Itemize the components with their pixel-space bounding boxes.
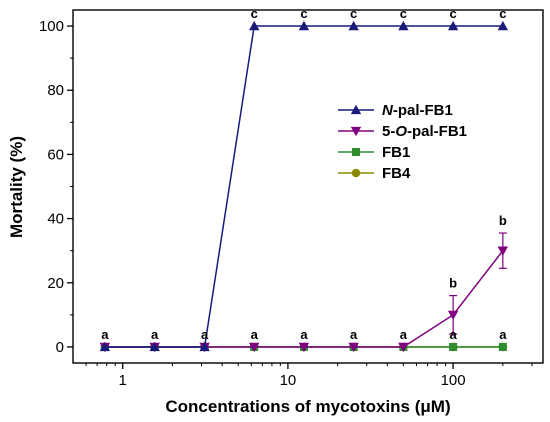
- legend-label: FB4: [382, 165, 411, 182]
- x-tick-label: 100: [441, 372, 466, 389]
- significance-letter: a: [300, 327, 308, 342]
- y-tick-label: 60: [47, 146, 64, 163]
- significance-letter: a: [251, 327, 259, 342]
- point-5-o-pal-fb1: [447, 310, 459, 321]
- significance-letter: b: [449, 276, 457, 291]
- legend-label: FB1: [382, 144, 410, 161]
- y-axis-title: Mortality (%): [7, 136, 26, 238]
- point-5-o-pal-fb1: [398, 342, 409, 353]
- y-tick-label: 40: [47, 211, 64, 228]
- chart-marks: [99, 20, 509, 353]
- point-fb1: [449, 342, 458, 351]
- point-n-pal-fb1: [298, 20, 310, 31]
- significance-letter: a: [400, 327, 408, 342]
- point-n-pal-fb1: [348, 20, 359, 31]
- significance-letter: a: [151, 327, 159, 342]
- x-axis-title: Concentrations of mycotoxins (μM): [165, 397, 450, 416]
- significance-letters: a a a c c c c c c b b a a a a a a: [101, 6, 507, 342]
- y-tick-label: 80: [47, 82, 64, 99]
- significance-letter: c: [450, 6, 457, 21]
- point-5-o-pal-fb1: [249, 342, 260, 353]
- significance-letter: c: [300, 6, 307, 21]
- point-n-pal-fb1: [398, 20, 409, 31]
- point-n-pal-fb1: [199, 341, 210, 352]
- point-5-o-pal-fb1: [497, 246, 509, 256]
- significance-letter: a: [101, 327, 109, 342]
- significance-letter: c: [251, 6, 258, 21]
- point-n-pal-fb1: [99, 341, 111, 352]
- legend-label: N-pal-FB1: [382, 102, 453, 119]
- point-5-o-pal-fb1: [298, 342, 310, 353]
- series-line-n-pal-fb1: [104, 25, 503, 348]
- significance-letter: b: [499, 213, 507, 228]
- point-n-pal-fb1: [249, 20, 260, 31]
- point-5-o-pal-fb1: [348, 342, 359, 353]
- significance-letter: a: [350, 327, 358, 342]
- y-tick-label: 20: [47, 275, 64, 292]
- significance-letter: c: [499, 6, 506, 21]
- y-tick-label: 100: [39, 18, 64, 35]
- legend-marker: [350, 126, 362, 137]
- significance-letter: a: [201, 327, 209, 342]
- significance-letter: a: [450, 327, 458, 342]
- point-n-pal-fb1: [447, 20, 459, 31]
- significance-letter: c: [400, 6, 407, 21]
- plot-frame: [72, 9, 544, 364]
- x-tick-label: 1: [119, 372, 127, 389]
- significance-letter: c: [350, 6, 357, 21]
- legend-marker: [351, 168, 361, 178]
- point-n-pal-fb1: [497, 20, 509, 31]
- point-n-pal-fb1: [149, 341, 160, 352]
- legend-label: 5-O-pal-FB1: [382, 123, 467, 140]
- x-tick-label: 10: [280, 372, 297, 389]
- y-tick-label: 0: [56, 339, 64, 356]
- legend-marker: [352, 148, 360, 156]
- axis-ticks: 0 20 40 60 80 100 1 10 100: [39, 18, 533, 389]
- legend-marker: [350, 104, 362, 115]
- significance-letter: a: [499, 327, 507, 342]
- point-fb1: [498, 342, 507, 351]
- legend: N-pal-FB1 5-O-pal-FB1 FB1 FB4: [338, 102, 467, 182]
